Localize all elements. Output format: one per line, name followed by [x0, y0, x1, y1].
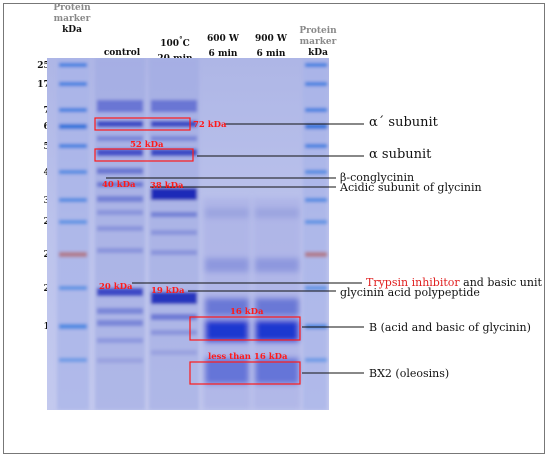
label-19kda: 19 kDa — [151, 286, 185, 296]
header-marker-left-line1: Protein — [53, 3, 91, 13]
marker-lane-left — [57, 58, 89, 410]
annotation-trypsin-red: Trypsin inhibitor — [366, 276, 460, 289]
label-16kda: 16 kDa — [230, 307, 264, 317]
marker-lane-right — [303, 58, 327, 410]
annotation-bx2: BX2 (oleosins) — [369, 367, 450, 380]
mw600-lane — [203, 198, 251, 410]
kda-250: 250 — [37, 61, 56, 71]
annotation-alpha-subunit: α subunit — [369, 147, 432, 162]
annotation-trypsin-inhibitor: Trypsin inhibitor and basic unit — [366, 276, 542, 289]
annotation-acidic-subunit: Acidic subunit of glycinin — [340, 181, 482, 194]
mw900-lane — [253, 198, 301, 410]
annotation-beta-conglycinin: β-conglycinin — [340, 171, 415, 184]
label-52kda: 52 kDa — [130, 140, 164, 150]
label-less-than-16kda: less than 16 kDa — [208, 352, 288, 362]
label-72kda: 72 kDa — [193, 120, 227, 130]
header-900w-line2: 6 min — [256, 49, 286, 59]
header-marker-right-line3: kDa — [308, 48, 328, 58]
annotation-b-band: B (acid and basic of glycinin) — [369, 321, 531, 334]
header-900w: 900 W 6 min — [248, 34, 294, 60]
header-600w-line2: 6 min — [208, 49, 238, 59]
kda-175: 175 — [37, 80, 56, 90]
label-20kda: 20 kDa — [99, 282, 133, 292]
header-marker-right-line1: Protein — [299, 26, 337, 36]
header-marker-left: Protein marker kDa — [52, 3, 92, 36]
figure-frame — [3, 3, 545, 454]
header-control: control — [103, 48, 141, 58]
label-40kda: 40 kDa — [102, 180, 136, 190]
header-marker-right-line2: marker — [299, 37, 337, 47]
header-marker-right: Protein marker kDa — [298, 26, 338, 59]
header-600w: 600 W 6 min — [200, 34, 246, 60]
label-38kda: 38 kDa — [150, 181, 184, 191]
header-marker-left-line2: marker — [53, 14, 91, 24]
header-900w-line1: 900 W — [254, 34, 288, 44]
annotation-trypsin-rest: and basic unit — [459, 276, 542, 289]
header-marker-left-line3: kDa — [62, 25, 82, 35]
annotation-alpha-prime-subunit: α΄ subunit — [369, 115, 438, 130]
header-600w-line1: 600 W — [206, 34, 240, 44]
header-heat-line1: 100°C — [160, 35, 190, 49]
annotation-glycinin-acid: glycinin acid polypeptide — [340, 286, 480, 299]
control-lane — [95, 58, 145, 410]
heat-lane — [149, 58, 199, 410]
